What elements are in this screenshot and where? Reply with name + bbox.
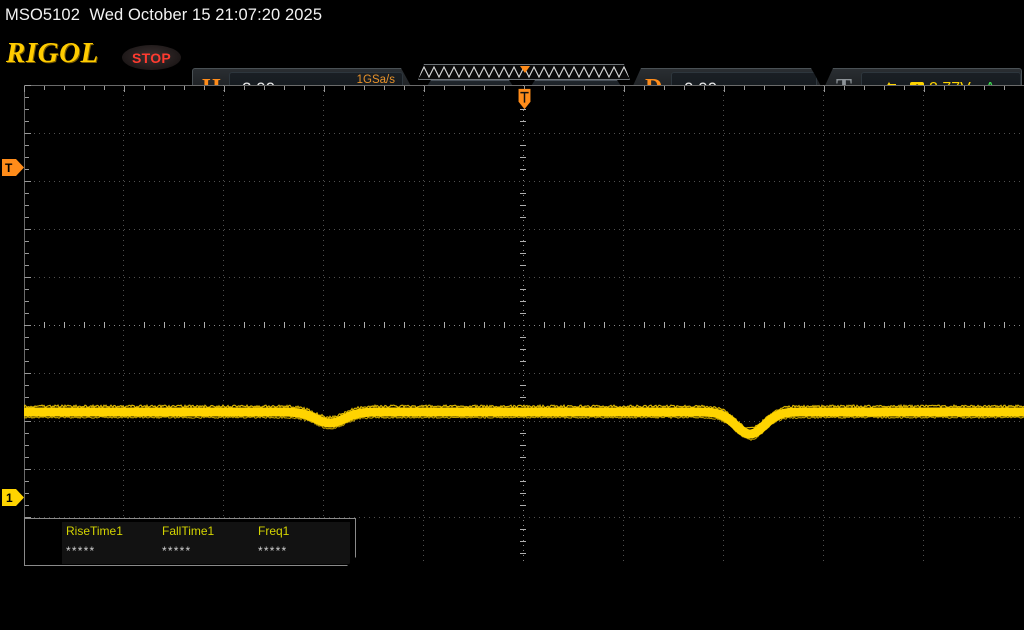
measurement-panel[interactable]: RiseTime1 ***** FallTime1 ***** Freq1 **…: [24, 518, 356, 566]
waveform-display-area[interactable]: [24, 85, 1024, 565]
trigger-level-marker[interactable]: T: [2, 159, 24, 176]
measurement-value: *****: [66, 544, 96, 558]
measurement-name: Freq1: [258, 524, 290, 538]
channel1-ground-marker-label: 1: [6, 490, 13, 505]
measurement-item[interactable]: Freq1 *****: [254, 522, 350, 564]
measurement-name: RiseTime1: [66, 524, 123, 538]
toolbar: RIGOL STOP H 2.00ms 1GSa/s 20Mpts Measur: [0, 30, 1024, 108]
run-status-badge[interactable]: STOP: [122, 45, 181, 70]
measurement-item[interactable]: RiseTime1 *****: [62, 522, 158, 564]
bottom-bar: 1 500mV -1.44V 2 100mV 0.00V: [0, 570, 1024, 630]
grid-ticks: [24, 85, 1005, 554]
measurement-value: *****: [258, 544, 288, 558]
navigator-position-marker: [520, 66, 530, 73]
measurement-item[interactable]: FallTime1 *****: [158, 522, 254, 564]
title-text: MSO5102 Wed October 15 21:07:20 2025: [5, 5, 323, 24]
title-bar: MSO5102 Wed October 15 21:07:20 2025: [0, 0, 1024, 30]
trigger-level-marker-label: T: [5, 160, 13, 175]
grid-center-horizontal: [24, 325, 1024, 326]
measurement-name: FallTime1: [162, 524, 215, 538]
rigol-logo: RIGOL: [6, 37, 99, 69]
sample-rate-value: 1GSa/s: [356, 74, 395, 86]
channel1-ground-marker[interactable]: 1: [2, 489, 24, 506]
channel1-waveform-trace: [24, 403, 1024, 441]
measurement-value: *****: [162, 544, 192, 558]
trigger-position-marker[interactable]: [517, 88, 532, 110]
run-status-label: STOP: [131, 49, 172, 66]
